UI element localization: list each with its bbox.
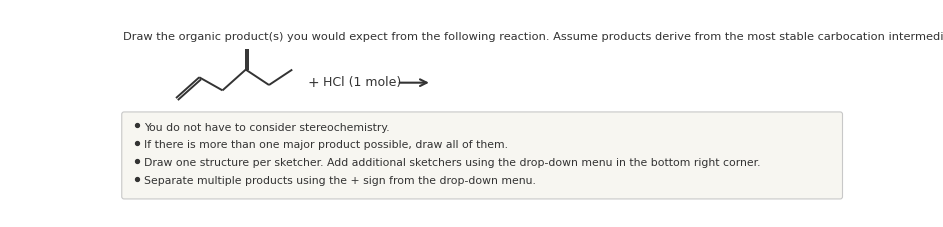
Text: Draw one structure per sketcher. Add additional sketchers using the drop-down me: Draw one structure per sketcher. Add add…: [144, 158, 761, 168]
Text: Draw the organic product(s) you would expect from the following reaction. Assume: Draw the organic product(s) you would ex…: [123, 32, 943, 42]
Text: Separate multiple products using the + sign from the drop-down menu.: Separate multiple products using the + s…: [144, 176, 537, 186]
FancyBboxPatch shape: [122, 112, 842, 199]
Text: +: +: [307, 76, 319, 90]
Text: HCl (1 mole): HCl (1 mole): [323, 76, 402, 89]
Text: You do not have to consider stereochemistry.: You do not have to consider stereochemis…: [144, 123, 389, 133]
Text: If there is more than one major product possible, draw all of them.: If there is more than one major product …: [144, 141, 508, 151]
